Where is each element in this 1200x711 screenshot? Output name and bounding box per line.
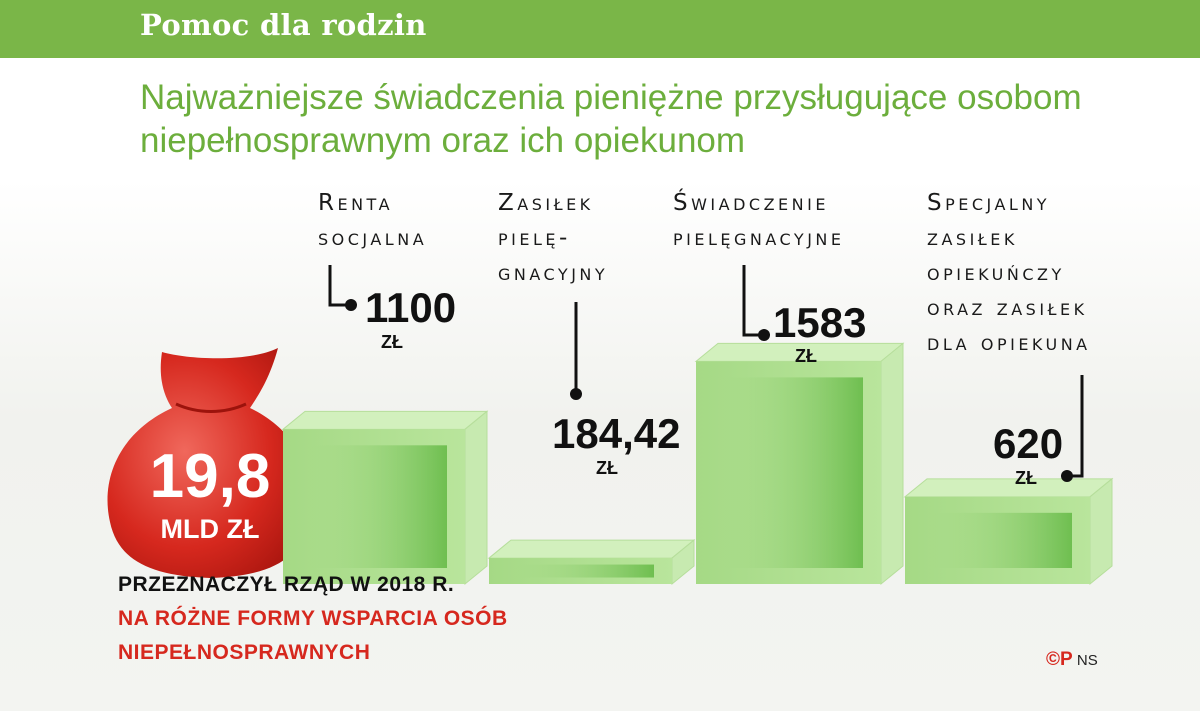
- header-title: Pomoc dla rodzin: [140, 8, 427, 42]
- credit-initials: NS: [1076, 652, 1098, 669]
- value-label-3: 1583: [773, 299, 866, 346]
- category-label-4-line-4: oraz zasiłek: [927, 295, 1088, 321]
- credit: ©P NS: [1046, 649, 1098, 671]
- leader-line-4: [1067, 375, 1084, 478]
- category-label-3-line-2: pielęgnacyjne: [673, 225, 845, 251]
- bar-side-face: [1089, 477, 1113, 586]
- copyright-mark: ©P: [1046, 649, 1073, 670]
- value-label-2: 184,42: [552, 410, 680, 457]
- leader-dot-4: [1061, 470, 1073, 482]
- unit-label-1: ZŁ: [381, 332, 403, 352]
- bar-inner-shade: [718, 377, 863, 568]
- leader-dot-1: [345, 299, 357, 311]
- bar-2: [487, 539, 696, 586]
- bar-top-face: [903, 478, 1114, 498]
- bar-inner-shade: [927, 512, 1072, 568]
- bar-top-face: [487, 539, 696, 559]
- bar-side-face: [880, 342, 904, 586]
- category-label-2-line-3: gnacyjny: [498, 260, 608, 286]
- value-label-1: 1100: [365, 284, 456, 331]
- category-label-2-line-2: pielę-: [498, 225, 571, 251]
- bar-4: [903, 477, 1114, 586]
- category-label-1-line-2: socjalna: [318, 225, 427, 251]
- money-bag-icon: [107, 348, 311, 578]
- highlight-value: 19,8: [150, 442, 271, 511]
- category-label-1-line-1: Renta: [318, 190, 393, 216]
- category-label-4-line-1: Specjalny: [927, 190, 1050, 216]
- leader-line-1: [328, 265, 351, 307]
- category-label-4-line-3: opiekuńczy: [927, 260, 1065, 286]
- bar-top-face: [281, 410, 489, 430]
- chart-subtitle: Najważniejsze świadczenia pieniężne przy…: [140, 78, 1082, 160]
- leader-dot-3: [758, 329, 770, 341]
- unit-label-3: ZŁ: [795, 346, 817, 366]
- bar-3: [694, 342, 905, 586]
- category-label-2-line-1: Zasiłek: [498, 190, 594, 216]
- highlight-unit: MLD ZŁ: [161, 514, 260, 544]
- bar-1: [281, 410, 489, 586]
- value-label-4: 620: [993, 420, 1063, 467]
- category-label-4-line-5: dla opiekuna: [927, 330, 1091, 356]
- leader-line-3: [742, 265, 764, 337]
- unit-label-4: ZŁ: [1015, 468, 1037, 488]
- bar-inner-shade: [511, 564, 654, 578]
- bar-side-face: [464, 410, 488, 586]
- category-label-3-line-1: Świadczenie: [673, 188, 829, 216]
- highlight-caption-line2: NA RÓŻNE FORMY WSPARCIA OSÓB NIEPEŁNOSPR…: [118, 607, 508, 664]
- bar-inner-shade: [305, 445, 447, 568]
- unit-label-2: ZŁ: [596, 458, 618, 478]
- highlight-caption-line1: PRZEZNACZYŁ RZĄD W 2018 R.: [118, 573, 455, 596]
- header-bar: Pomoc dla rodzin: [0, 0, 1200, 58]
- category-label-4-line-2: zasiłek: [927, 225, 1018, 251]
- leader-dot-2: [570, 388, 582, 400]
